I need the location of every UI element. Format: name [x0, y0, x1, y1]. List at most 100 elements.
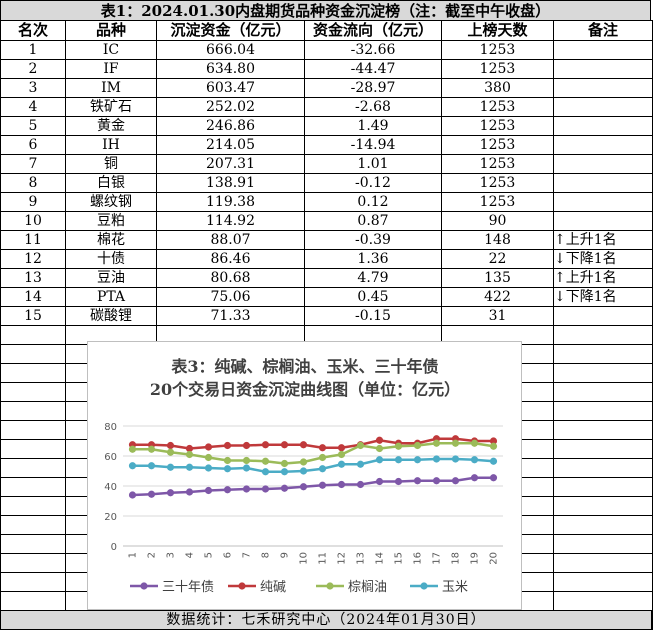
- data-point: [185, 488, 194, 496]
- data-point: [413, 441, 422, 450]
- table-row: 13 豆油 80.68 4.79 135 ↑上升1名: [0, 268, 653, 288]
- cell-days: 135: [441, 268, 554, 288]
- data-point: [242, 441, 251, 450]
- table-row: 2 IF 634.80 -44.47 1253: [0, 59, 653, 79]
- cell-rank: 12: [0, 249, 66, 269]
- x-tick-label: 16: [413, 552, 424, 565]
- data-point: [299, 441, 308, 449]
- data-point: [242, 464, 251, 472]
- cell-fund: 88.07: [156, 230, 305, 250]
- table-row: 5 黄金 246.86 1.49 1253: [0, 116, 653, 136]
- data-point: [413, 456, 422, 464]
- table-header-row: 名次 品种 沉淀资金（亿元） 资金流向（亿元） 上榜天数 备注: [0, 20, 653, 41]
- cell-name: 螺纹钢: [65, 192, 157, 212]
- data-point: [299, 458, 308, 466]
- table-row: 7 铜 207.31 1.01 1253: [0, 154, 653, 174]
- cell-days: 31: [441, 306, 554, 326]
- cell-flow: -0.12: [304, 173, 442, 193]
- legend-label: 玉米: [442, 580, 468, 595]
- cell-flow: -28.97: [304, 78, 442, 98]
- x-tick-label: 15: [394, 552, 405, 565]
- cell-rank: 11: [0, 230, 66, 250]
- data-point: [128, 462, 137, 470]
- table-row: 12 十债 86.46 1.36 22 ↓下降1名: [0, 249, 653, 269]
- cell-name: 白银: [65, 173, 157, 193]
- cell-days: 1253: [441, 135, 554, 155]
- data-point: [318, 481, 327, 489]
- table-row: 3 IM 603.47 -28.97 380: [0, 78, 653, 98]
- cell-name: 豆粕: [65, 211, 157, 231]
- column-header: 名次: [0, 20, 66, 41]
- data-point: [185, 444, 194, 453]
- x-tick-label: 7: [242, 552, 253, 558]
- cell-fund: 75.06: [156, 287, 305, 307]
- cell-name: 豆油: [65, 268, 157, 288]
- data-point: [318, 465, 327, 473]
- data-point: [318, 453, 327, 462]
- cell-flow: 1.36: [304, 249, 442, 269]
- cell-name: 黄金: [65, 116, 157, 136]
- x-tick-label: 1: [128, 552, 139, 558]
- data-point: [489, 442, 498, 450]
- cell-fund: 207.31: [156, 154, 305, 174]
- cell-name: IC: [65, 40, 157, 60]
- data-point: [489, 457, 498, 465]
- cell-rank: 1: [0, 40, 66, 60]
- cell-note: ↓下降1名: [553, 249, 653, 269]
- cell-name: IH: [65, 135, 157, 155]
- data-point: [204, 486, 213, 495]
- column-header: 资金流向（亿元）: [304, 20, 442, 41]
- cell-fund: 119.38: [156, 192, 305, 212]
- cell-days: 1253: [441, 192, 554, 212]
- cell-note: [553, 192, 653, 212]
- cell-fund: 138.91: [156, 173, 305, 193]
- table-row: 11 棉花 88.07 -0.39 148 ↑上升1名: [0, 230, 653, 250]
- data-point: [242, 485, 251, 493]
- data-point: [185, 463, 194, 471]
- cell-note: [553, 173, 653, 193]
- cell-note: [553, 135, 653, 155]
- data-point: [375, 436, 384, 444]
- data-point: [185, 450, 194, 459]
- cell-fund: 80.68: [156, 268, 305, 288]
- cell-name: 铜: [65, 154, 157, 174]
- data-point: [299, 483, 308, 491]
- data-point: [413, 477, 422, 485]
- cell-days: 22: [441, 249, 554, 269]
- data-point: [394, 442, 403, 450]
- table-row: 4 铁矿石 252.02 -2.68 1253: [0, 97, 653, 117]
- data-point: [223, 456, 232, 465]
- column-header: 沉淀资金（亿元）: [156, 20, 305, 41]
- x-tick-label: 13: [356, 552, 367, 565]
- cell-note: [553, 97, 653, 117]
- data-point: [375, 477, 384, 486]
- cell-note: ↑上升1名: [553, 268, 653, 288]
- data-point: [280, 484, 289, 492]
- data-point: [147, 490, 156, 498]
- cell-name: 棉花: [65, 230, 157, 250]
- cell-name: PTA: [65, 287, 157, 307]
- legend-marker: [420, 582, 428, 590]
- x-tick-label: 11: [318, 552, 329, 565]
- cell-flow: -14.94: [304, 135, 442, 155]
- cell-rank: 10: [0, 211, 66, 231]
- cell-note: ↑上升1名: [553, 230, 653, 250]
- data-point: [261, 468, 270, 476]
- y-tick-label: 40: [104, 482, 117, 493]
- data-point: [147, 462, 156, 470]
- x-tick-label: 12: [337, 552, 348, 565]
- fund-line-chart: 表3：纯碱、棕榈油、玉米、三十年债 20个交易日资金沉淀曲线图（单位：亿元） 0 20…: [87, 341, 522, 610]
- cell-rank: 8: [0, 173, 66, 193]
- x-tick-label: 4: [185, 552, 196, 558]
- y-tick-label: 20: [104, 512, 117, 523]
- column-header: 上榜天数: [441, 20, 554, 41]
- chart-subtitle: 20个交易日资金沉淀曲线图（单位：亿元）: [150, 380, 460, 399]
- data-point: [470, 474, 479, 482]
- cell-note: [553, 116, 653, 136]
- cell-days: 90: [441, 211, 554, 231]
- table-row: 9 螺纹钢 119.38 0.12 1253: [0, 192, 653, 212]
- cell-flow: -0.39: [304, 230, 442, 250]
- footer-source: 数据统计：七禾研究中心（2024年01月30日）: [0, 610, 652, 630]
- cell-flow: -32.66: [304, 40, 442, 60]
- data-point: [166, 463, 175, 471]
